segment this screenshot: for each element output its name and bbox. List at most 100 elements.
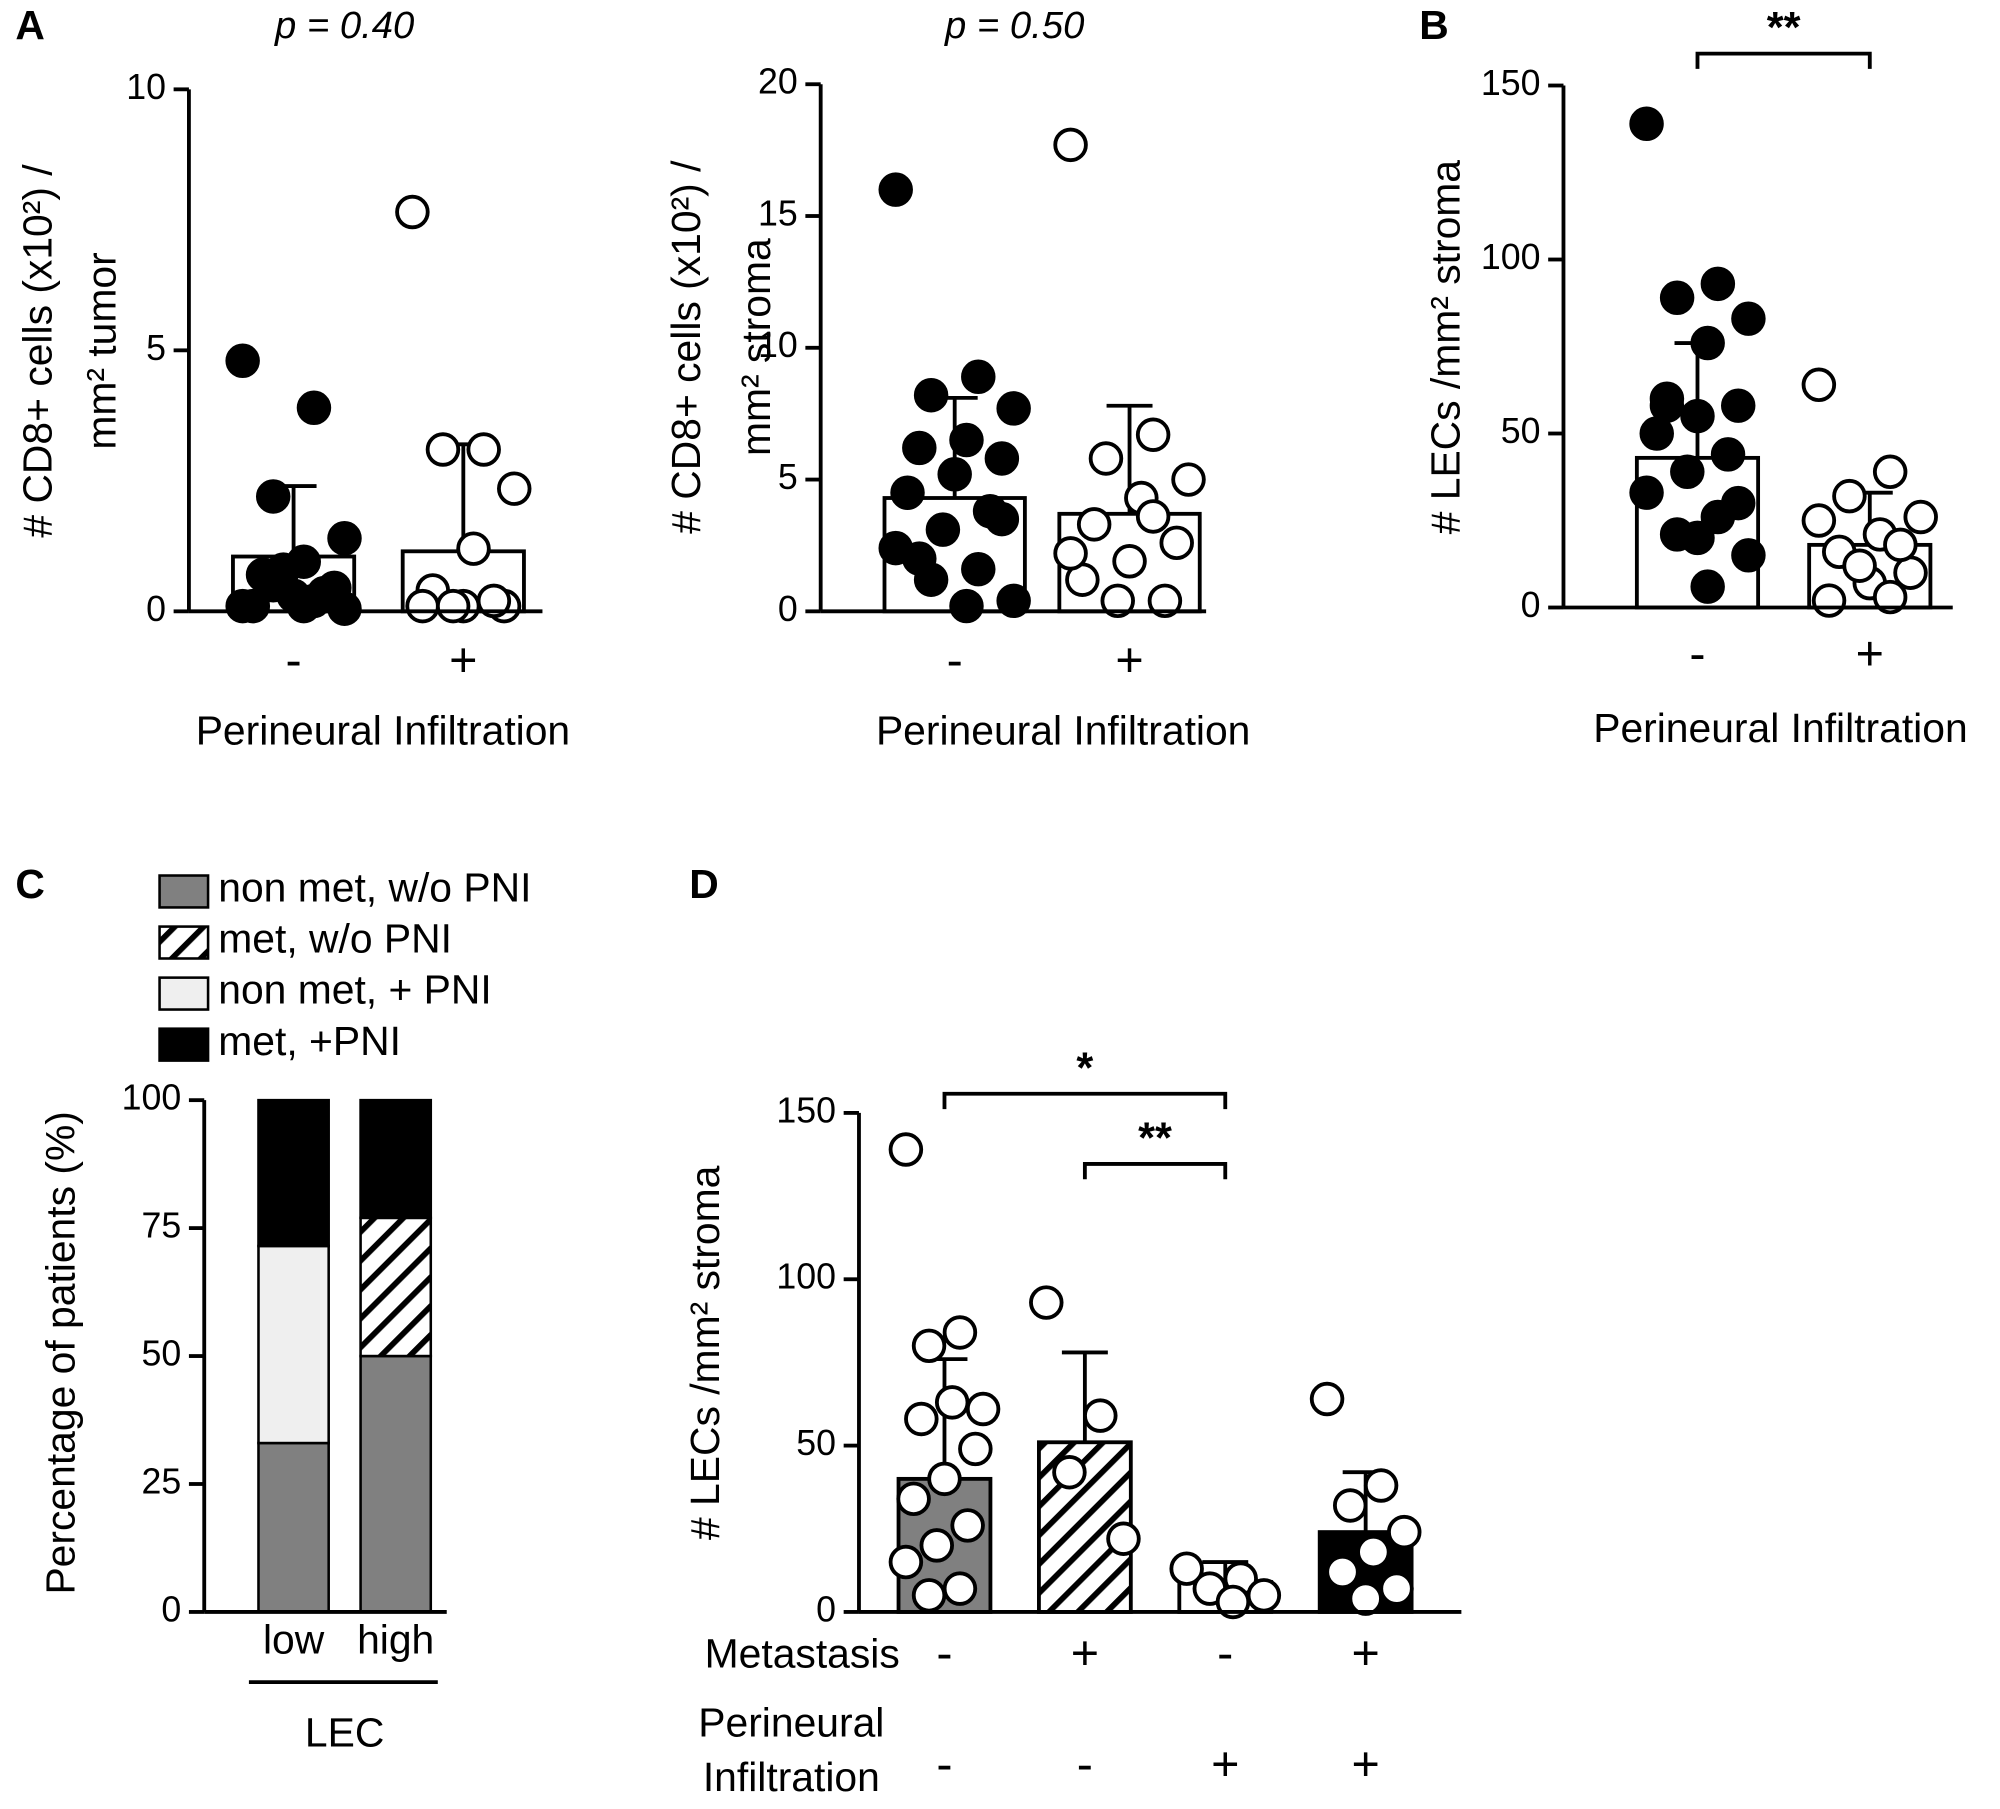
data-point bbox=[327, 521, 362, 556]
data-point bbox=[1811, 583, 1847, 618]
data-point bbox=[1356, 1534, 1391, 1570]
row-label: Infiltration bbox=[703, 1754, 880, 1800]
significance-label: ** bbox=[1767, 4, 1801, 52]
data-point bbox=[1029, 1285, 1064, 1320]
x-axis-label: Perineural Infiltration bbox=[876, 708, 1250, 754]
y-tick-label: 100 bbox=[776, 1257, 836, 1297]
y-tick-label: 5 bbox=[778, 457, 798, 497]
data-point bbox=[435, 588, 471, 624]
x-tick-label: + bbox=[449, 633, 477, 687]
significance-bracket bbox=[942, 1091, 1228, 1110]
data-point bbox=[1135, 499, 1171, 534]
x-axis-label: Perineural Infiltration bbox=[196, 708, 570, 754]
data-point bbox=[904, 1401, 939, 1437]
data-point bbox=[1629, 106, 1664, 142]
data-point bbox=[902, 541, 937, 576]
data-point bbox=[1112, 544, 1147, 579]
row-value: - bbox=[1217, 1626, 1233, 1680]
data-point bbox=[1053, 536, 1088, 571]
data-point bbox=[1680, 398, 1715, 434]
data-point bbox=[1659, 280, 1695, 316]
data-point bbox=[456, 531, 491, 566]
row-label: Metastasis bbox=[705, 1630, 900, 1676]
data-point bbox=[1720, 388, 1756, 423]
y-axis-label: Percentage of patients (%) bbox=[38, 1111, 84, 1594]
legend-swatch bbox=[158, 874, 210, 909]
legend-swatch bbox=[158, 976, 210, 1011]
data-point bbox=[927, 1461, 962, 1497]
data-point bbox=[1332, 1488, 1368, 1523]
data-point bbox=[950, 1508, 985, 1543]
data-point bbox=[934, 1385, 970, 1420]
data-point bbox=[1363, 1468, 1399, 1503]
y-tick-label: 100 bbox=[1481, 237, 1541, 277]
data-point bbox=[395, 194, 430, 230]
data-point bbox=[425, 432, 461, 467]
data-point bbox=[225, 588, 260, 624]
data-point bbox=[996, 583, 1031, 619]
data-point bbox=[1903, 499, 1938, 535]
y-tick-label: 15 bbox=[758, 193, 798, 233]
y-axis-label: # LECs /mm² stroma bbox=[1422, 160, 1468, 535]
data-point bbox=[1076, 507, 1112, 542]
data-point bbox=[1169, 1551, 1204, 1586]
significance-bracket bbox=[1082, 1162, 1228, 1180]
x-tick-label: + bbox=[1856, 627, 1884, 681]
data-point bbox=[255, 479, 291, 514]
x-tick-label: - bbox=[947, 633, 963, 687]
legend-swatch bbox=[158, 925, 210, 960]
data-point bbox=[1801, 367, 1837, 403]
data-point bbox=[996, 391, 1031, 426]
data-point bbox=[1842, 548, 1877, 583]
y-axis-label: # CD8+ cells (x10²) / bbox=[15, 164, 61, 538]
data-point bbox=[902, 430, 937, 466]
data-point bbox=[1872, 454, 1908, 490]
data-point bbox=[1680, 520, 1715, 556]
subplot-title: p = 0.40 bbox=[274, 4, 414, 47]
y-tick-label: 0 bbox=[146, 589, 166, 629]
data-point bbox=[965, 1391, 1001, 1427]
data-point bbox=[296, 390, 332, 425]
data-point bbox=[958, 1431, 993, 1467]
y-axis-label: mm² stroma bbox=[733, 238, 779, 456]
data-point bbox=[937, 457, 972, 492]
row-value: - bbox=[936, 1737, 952, 1791]
y-tick-label: 0 bbox=[778, 589, 798, 629]
data-point bbox=[286, 588, 321, 624]
data-point bbox=[949, 588, 984, 624]
bar-segment bbox=[359, 1098, 433, 1220]
row-label: Perineural bbox=[698, 1699, 884, 1745]
data-point bbox=[1147, 583, 1183, 619]
data-point bbox=[1083, 1398, 1118, 1433]
data-point bbox=[961, 551, 996, 587]
data-point bbox=[913, 377, 949, 413]
subplot-title: p = 0.50 bbox=[944, 4, 1084, 47]
data-point bbox=[925, 512, 961, 547]
y-tick-label: 75 bbox=[142, 1206, 182, 1246]
data-point bbox=[1883, 527, 1918, 563]
legend-label: non met, w/o PNI bbox=[218, 865, 531, 911]
y-tick-label: 10 bbox=[126, 67, 166, 107]
data-point bbox=[949, 422, 984, 458]
data-point bbox=[1670, 454, 1705, 490]
data-point bbox=[1690, 325, 1725, 361]
data-point bbox=[942, 1315, 978, 1350]
y-tick-label: 50 bbox=[796, 1423, 836, 1463]
y-tick-label: 20 bbox=[758, 62, 798, 102]
y-axis-label: # LECs /mm² stroma bbox=[682, 1165, 728, 1540]
y-tick-label: 10 bbox=[758, 325, 798, 365]
row-value: + bbox=[1211, 1737, 1239, 1791]
data-point bbox=[1159, 525, 1194, 561]
data-point bbox=[497, 471, 532, 506]
data-point bbox=[1801, 503, 1837, 538]
data-point bbox=[1700, 266, 1736, 302]
data-point bbox=[1053, 127, 1088, 163]
x-tick-label: high bbox=[357, 1616, 434, 1662]
y-tick-label: 150 bbox=[1481, 63, 1541, 103]
data-point bbox=[1325, 1554, 1360, 1590]
bar-segment bbox=[257, 1098, 330, 1248]
x-tick-label: - bbox=[286, 633, 302, 687]
significance-bracket bbox=[1695, 51, 1872, 69]
y-axis-label: # CD8+ cells (x10²) / bbox=[663, 160, 709, 534]
row-value: - bbox=[936, 1626, 952, 1680]
